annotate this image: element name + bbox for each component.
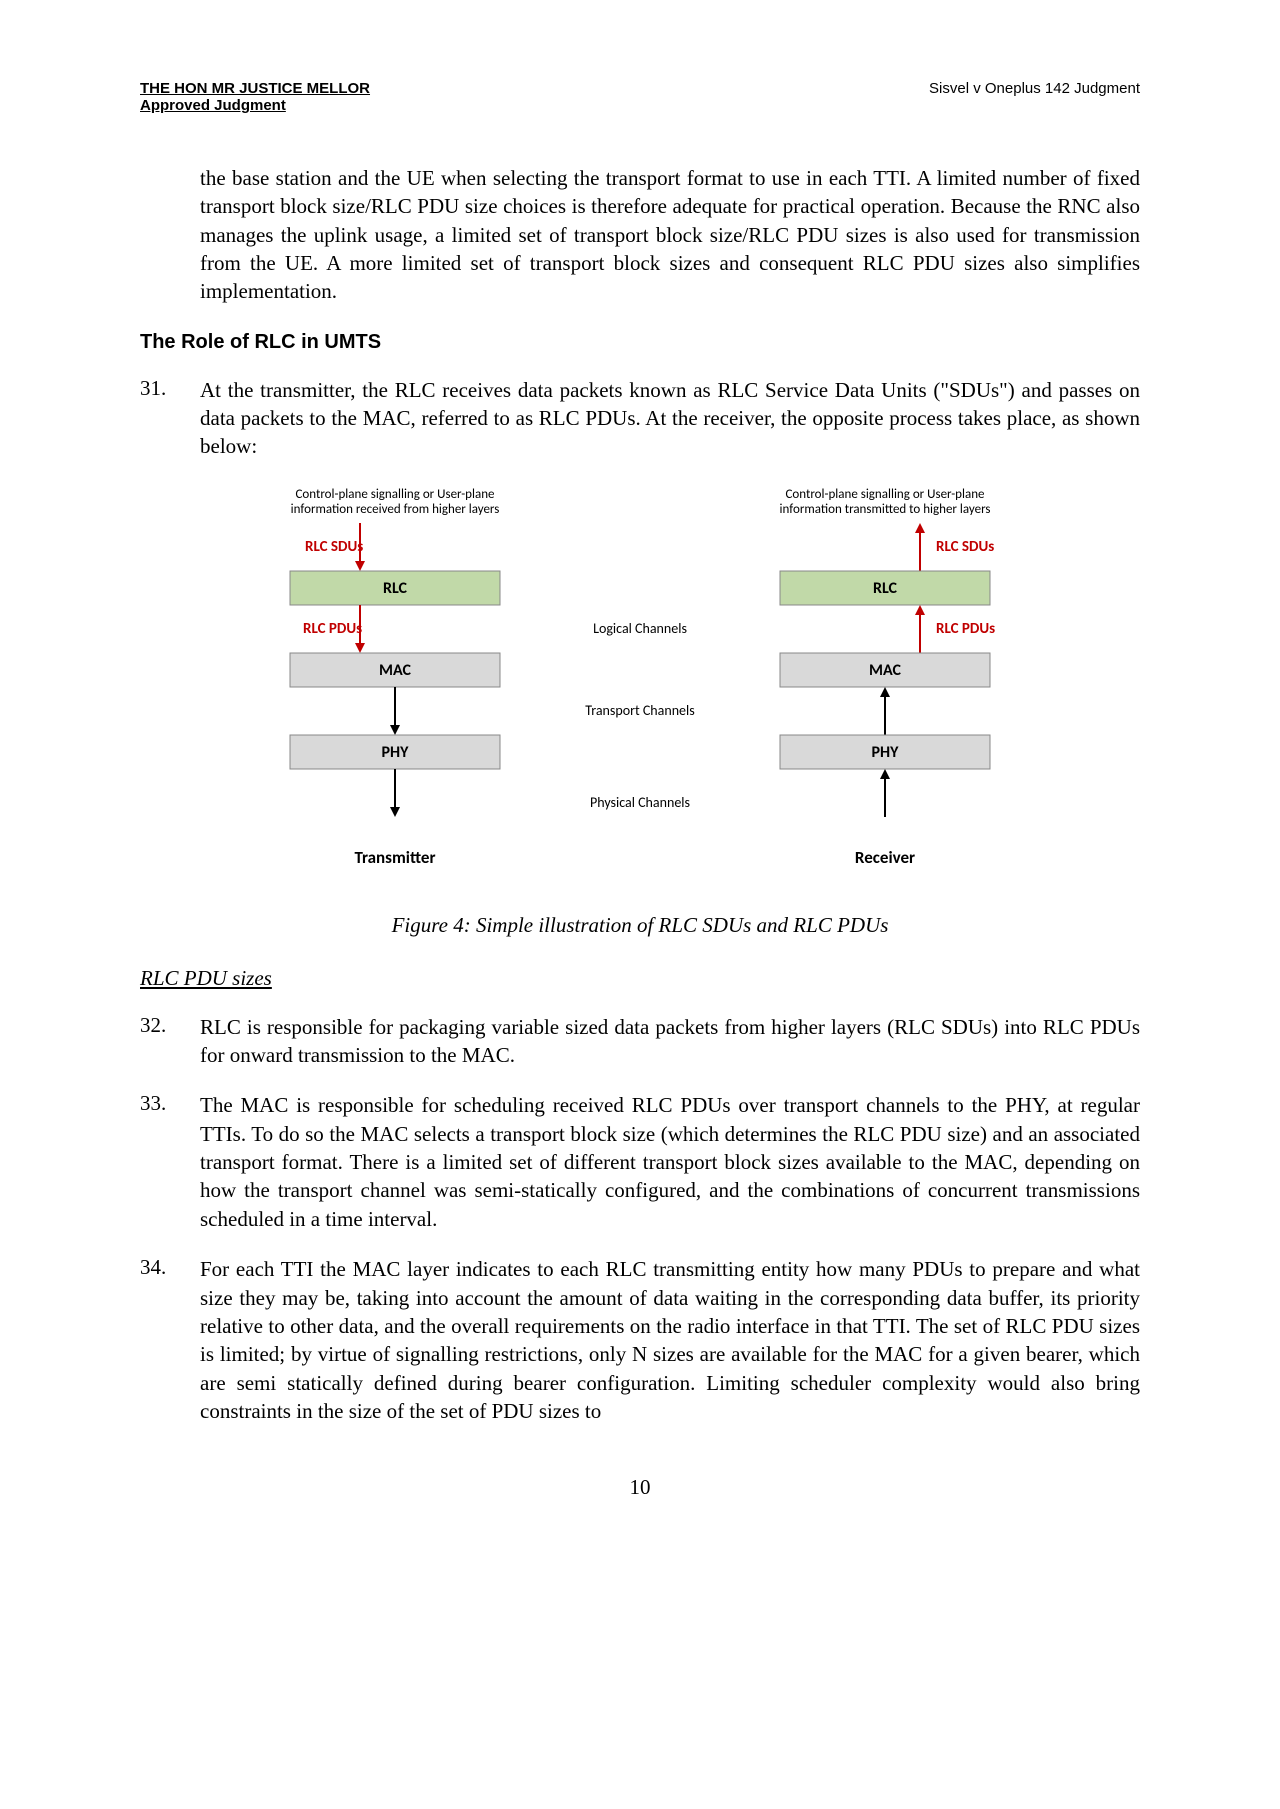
header-left: THE HON MR JUSTICE MELLOR Approved Judgm… [140,80,370,114]
para-text: The MAC is responsible for scheduling re… [200,1091,1140,1233]
diagram-top-right-line1: Control-plane signalling or User-plane [785,487,984,502]
rlc-pdus-right: RLC PDUs [936,620,995,638]
rlc-pdus-left: RLC PDUs [303,620,362,638]
paragraph-33: 33. The MAC is responsible for schedulin… [140,1091,1140,1233]
para-text: RLC is responsible for packaging variabl… [200,1013,1140,1070]
physical-channels-label: Physical Channels [590,794,690,811]
phy-box-left: PHY [382,743,410,762]
header-right: Sisvel v Oneplus 142 Judgment [929,80,1140,114]
paragraph-31: 31. At the transmitter, the RLC receives… [140,376,1140,461]
para-num: 33. [140,1091,200,1233]
paragraph-32: 32. RLC is responsible for packaging var… [140,1013,1140,1070]
phy-box-right: PHY [872,743,900,762]
diagram-top-left-line2: information received from higher layers [291,502,500,517]
section-heading: The Role of RLC in UMTS [140,331,1140,354]
logical-channels-label: Logical Channels [593,620,687,637]
rlc-sdus-right: RLC SDUs [936,538,994,556]
transmitter-label: Transmitter [354,847,435,868]
mac-box-right: MAC [869,661,901,680]
rlc-box-right: RLC [873,579,898,598]
page-number: 10 [140,1475,1140,1500]
receiver-label: Receiver [855,847,915,868]
diagram-top-left-line1: Control-plane signalling or User-plane [295,487,494,502]
continuation-paragraph: the base station and the UE when selecti… [200,164,1140,306]
transport-channels-label: Transport Channels [585,702,694,719]
page-header: THE HON MR JUSTICE MELLOR Approved Judgm… [140,80,1140,114]
figure-caption: Figure 4: Simple illustration of RLC SDU… [140,913,1140,938]
para-num: 32. [140,1013,200,1070]
rlc-diagram: Control-plane signalling or User-plane i… [260,483,1020,893]
header-judge: THE HON MR JUSTICE MELLOR [140,80,370,97]
mac-box-left: MAC [379,661,411,680]
para-num: 31. [140,376,200,461]
paragraph-34: 34. For each TTI the MAC layer indicates… [140,1255,1140,1425]
diagram-top-right-line2: information transmitted to higher layers [780,502,991,517]
para-text: At the transmitter, the RLC receives dat… [200,376,1140,461]
para-num: 34. [140,1255,200,1425]
header-approved: Approved Judgment [140,97,370,114]
para-text: For each TTI the MAC layer indicates to … [200,1255,1140,1425]
rlc-box-left: RLC [383,579,408,598]
rlc-sdus-left: RLC SDUs [305,538,363,556]
sub-heading: RLC PDU sizes [140,966,1140,991]
